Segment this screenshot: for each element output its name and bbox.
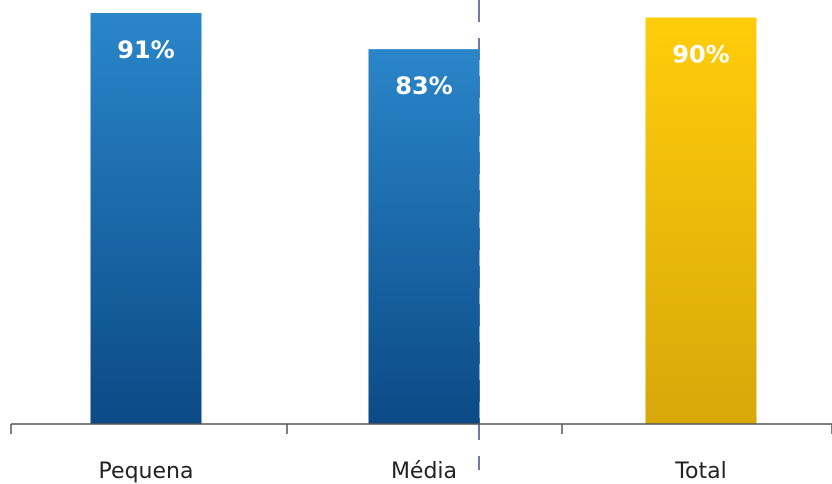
- bars-group: 91% 83% 90%: [90, 13, 757, 425]
- bar-media: [368, 49, 480, 424]
- x-tick-label: Média: [391, 459, 457, 484]
- bar-total: [645, 17, 757, 425]
- x-axis-tick-labels: Pequena Média Total: [99, 459, 727, 484]
- x-tick-label: Total: [674, 459, 726, 484]
- bar-pequena: [90, 13, 202, 424]
- x-tick-label: Pequena: [99, 459, 194, 484]
- bar-value-label: 90%: [672, 41, 729, 69]
- x-axis-ticks: [10, 424, 832, 434]
- bar-value-label: 91%: [117, 36, 174, 64]
- bar-value-label: 83%: [395, 72, 452, 100]
